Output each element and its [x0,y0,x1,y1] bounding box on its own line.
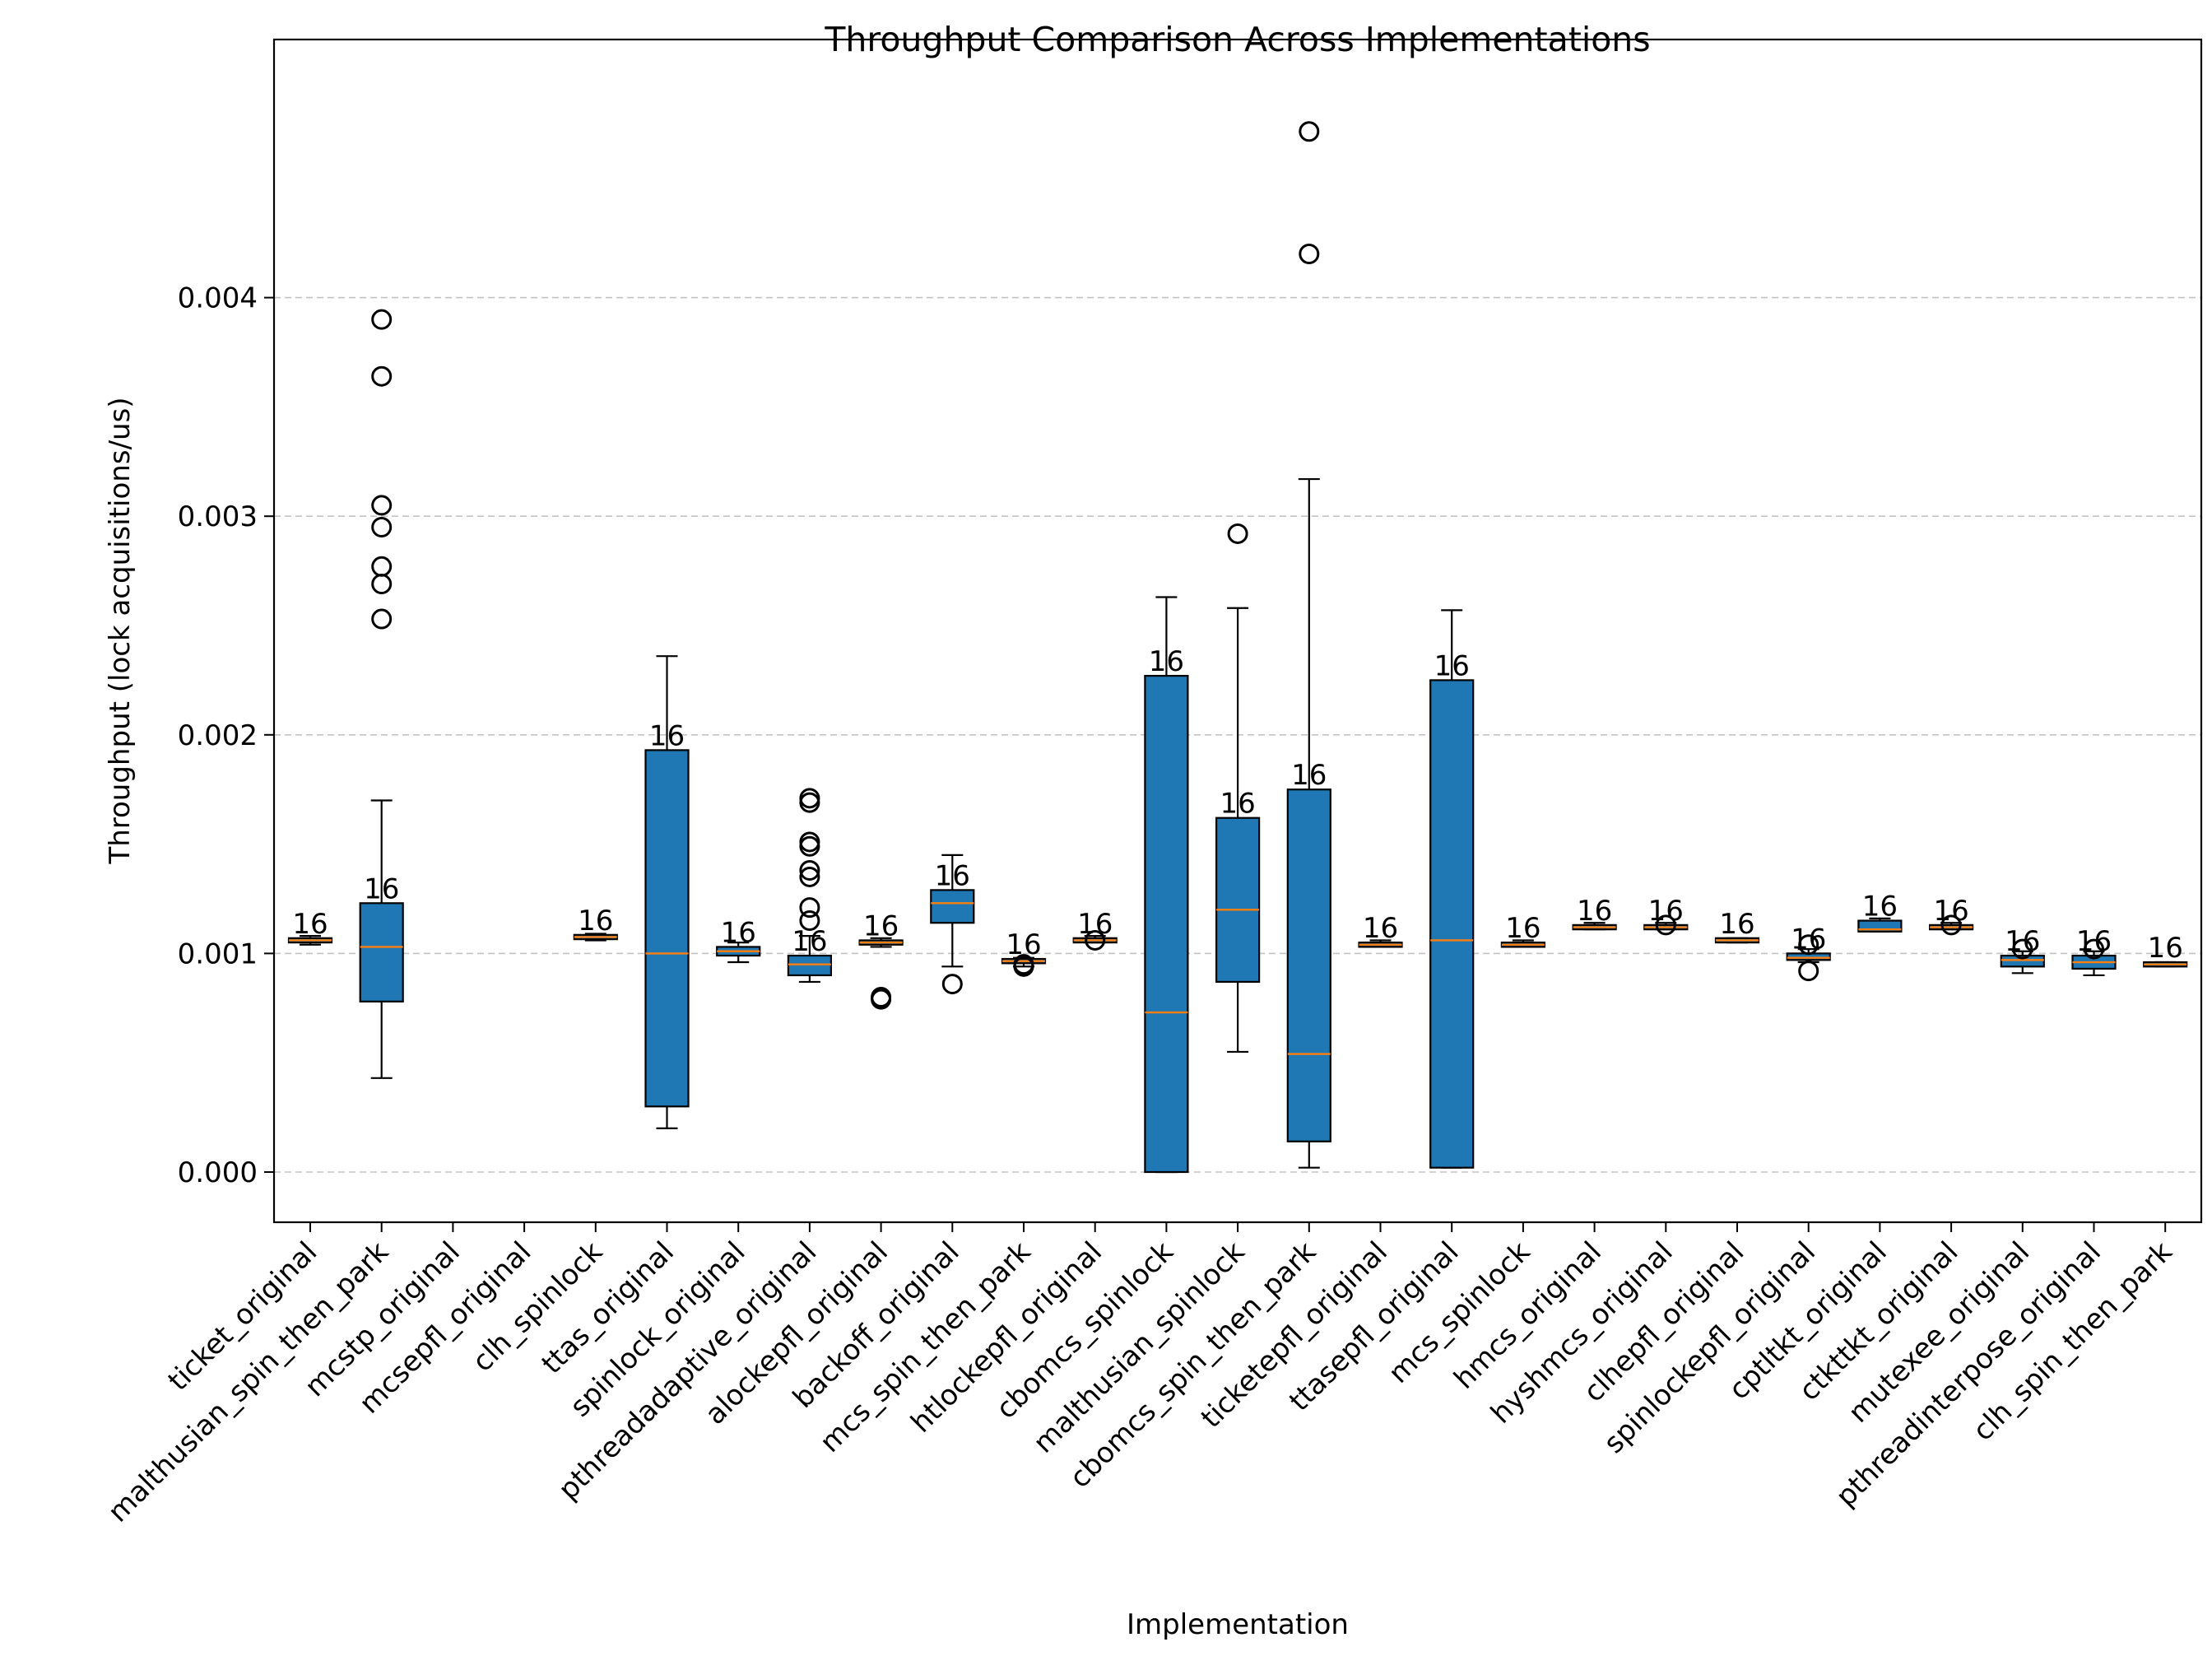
outlier-point [2084,938,2104,960]
count-label: 16 [292,908,328,941]
outlier-point [799,788,820,809]
outlier-point [1655,914,1676,936]
y-tick-label: 0.003 [178,500,258,533]
count-label: 16 [863,909,899,942]
box-ctkttkt_original: 16 [1929,895,1974,936]
outlier-point [1798,961,1819,982]
outlier-point [1299,243,1320,264]
box-hyshmcs_original: 16 [1643,895,1689,936]
outlier-point [371,365,393,387]
count-label: 16 [2076,925,2112,958]
iqr-box [1286,788,1331,1142]
chart-title: Throughput Comparison Across Implementat… [824,20,1650,59]
box-ttas_original: 16 [644,655,690,1129]
count-label: 16 [1933,895,1968,928]
count-label: 16 [2005,925,2040,958]
outlier-point [2012,938,2033,960]
outlier-point [371,516,393,537]
count-label: 16 [578,905,613,937]
outlier-point [1013,954,1034,975]
iqr-box [2000,954,2045,968]
y-tick-label: 0.004 [178,282,258,315]
count-label: 16 [1434,649,1470,682]
iqr-box [787,954,833,977]
iqr-box [1429,679,1475,1169]
x-axis-label: Implementation [1127,1608,1349,1641]
box-backoff_original: 16 [930,854,975,995]
outlier-point [371,608,393,630]
outlier-point [1085,929,1106,951]
box-pthreadadaptive_original: 16 [787,788,833,984]
count-label: 16 [1149,645,1184,678]
iqr-box [644,749,690,1108]
box-cbomcs_spinlock: 16 [1144,596,1189,1174]
count-label: 16 [1862,891,1898,923]
count-label: 16 [2148,932,2183,965]
count-label: 16 [649,719,685,752]
outlier-point [941,974,963,995]
outlier-point [371,309,393,330]
outlier-point [799,831,820,853]
outlier-point [1227,523,1248,544]
count-label: 16 [1363,912,1398,945]
box-mcs_spinlock: 16 [1500,912,1546,948]
count-label: 16 [1577,895,1612,928]
count-label: 16 [1719,908,1754,941]
iqr-box [1144,674,1189,1174]
count-label: 16 [1006,928,1041,961]
count-label: 16 [1220,788,1255,821]
box-mutexee_original: 16 [2000,925,2045,975]
outlier-point [799,859,820,881]
box-ttasepfl_original: 16 [1429,609,1475,1169]
box-series: 16 16 16 16 16 16 16 16 16 16 16 16 16 16 16 16 16 16 16 16… [287,121,2188,1174]
y-tick-label: 0.000 [178,1156,258,1189]
y-tick-label: 0.001 [178,937,258,970]
box-clhepfl_original: 16 [1714,908,1760,944]
iqr-box [359,902,404,1002]
box-cptltkt_original: 16 [1857,891,1903,933]
count-label: 16 [792,925,827,958]
y-tick-label: 0.002 [178,719,258,752]
outlier-point [1299,121,1320,142]
count-label: 16 [1291,759,1327,792]
outlier-point [1798,934,1819,956]
box-spinlockepfl_original: 16 [1786,923,1831,982]
outlier-point [799,866,820,887]
box-ticket_original: 16 [287,908,333,946]
count-label: 16 [1791,923,1826,956]
outlier-point [799,910,820,932]
y-axis: 0.000 0.001 0.002 0.003 0.004 [178,282,274,1189]
count-label: 16 [935,859,970,892]
outlier-point [371,495,393,516]
count-label: 16 [1077,908,1113,941]
box-mcs_spin_then_park: 16 [1001,928,1047,977]
box-malthusian_spin_then_park: 16 [359,309,404,1079]
count-label: 16 [721,916,756,949]
box-hmcs_original: 16 [1572,895,1617,931]
iqr-box [930,889,975,924]
count-label: 16 [1505,912,1540,945]
box-cbomcs_spin_then_park: 16 [1286,121,1331,1169]
count-label: 16 [364,872,399,905]
box-spinlock_original: 16 [716,916,761,964]
iqr-box [1215,816,1261,984]
box-clh_spin_then_park: 16 [2143,932,2188,968]
box-malthusian_spinlock: 16 [1215,523,1261,1054]
box-alockepfl_original: 16 [858,909,904,1010]
outlier-point [371,556,393,577]
count-label: 16 [1648,895,1684,928]
outlier-point [871,987,892,1008]
y-axis-label: Throughput (lock acquisitions/us) [104,397,137,864]
box-pthreadinterpose_original: 16 [2071,925,2117,977]
outlier-point [799,897,820,919]
box-ticketepfl_original: 16 [1358,912,1403,948]
box-htlockepfl_original: 16 [1072,908,1118,951]
outlier-point [1940,914,1962,936]
box-clh_spinlock: 16 [573,905,618,942]
